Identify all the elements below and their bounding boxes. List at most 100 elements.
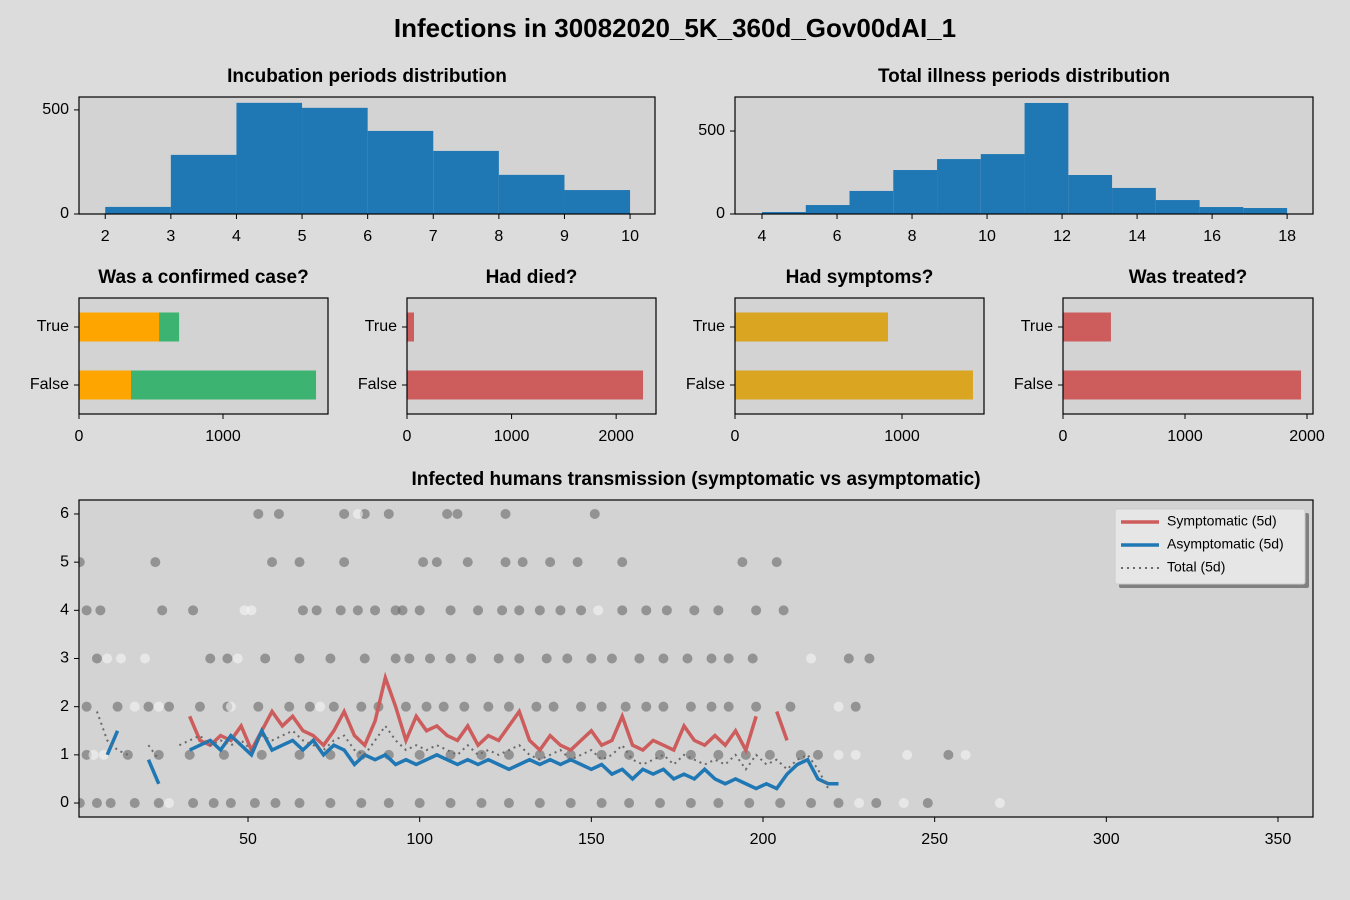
x-tick-label: 1000	[205, 428, 241, 445]
hist-bar	[1199, 207, 1244, 214]
x-tick-label: 150	[578, 831, 605, 848]
point	[562, 653, 573, 664]
point	[359, 653, 370, 664]
x-tick-label: 0	[731, 428, 740, 445]
point	[871, 798, 882, 809]
x-tick-label: 2	[101, 228, 110, 245]
point	[751, 701, 762, 712]
y-tick-label: 2	[60, 698, 69, 715]
line	[775, 710, 789, 741]
marks	[79, 312, 317, 400]
point	[517, 557, 528, 568]
x-tick-label: 6	[363, 228, 372, 245]
point	[91, 653, 102, 664]
hist-bar	[1112, 187, 1156, 214]
marks	[79, 508, 1005, 809]
point	[723, 701, 734, 712]
point	[541, 653, 552, 664]
line	[188, 671, 758, 755]
point	[706, 653, 717, 664]
point	[503, 749, 514, 760]
y-tick-label: 4	[60, 602, 69, 619]
point	[239, 605, 250, 616]
point	[143, 701, 154, 712]
point	[153, 749, 164, 760]
x-tick-label: 14	[1128, 228, 1146, 245]
marks	[105, 102, 631, 214]
x-tick-label: 2000	[1289, 428, 1325, 445]
point	[850, 701, 861, 712]
chart-title: Incubation periods distribution	[227, 66, 507, 87]
point	[414, 798, 425, 809]
point	[88, 749, 99, 760]
point	[205, 653, 216, 664]
x-tick-label: 4	[758, 228, 767, 245]
x-tick-label: 3	[166, 228, 175, 245]
point	[503, 798, 514, 809]
bar	[407, 370, 644, 400]
point	[555, 605, 566, 616]
point	[253, 701, 264, 712]
point	[548, 701, 559, 712]
y-tick-label: 6	[60, 505, 69, 522]
chart-title: Had died?	[486, 267, 578, 288]
point	[565, 749, 576, 760]
point	[359, 508, 370, 519]
point	[641, 701, 652, 712]
bar	[130, 370, 317, 400]
point	[218, 749, 229, 760]
point	[311, 605, 322, 616]
bar	[735, 370, 973, 400]
line	[178, 724, 830, 790]
point	[713, 798, 724, 809]
point	[713, 749, 724, 760]
chart-title: Total illness periods distribution	[878, 66, 1170, 87]
point	[655, 798, 666, 809]
point	[164, 798, 175, 809]
point	[400, 701, 411, 712]
point	[294, 557, 305, 568]
legend-label: Symptomatic (5d)	[1167, 513, 1277, 529]
point	[898, 798, 909, 809]
point	[576, 605, 587, 616]
point	[445, 605, 456, 616]
point	[685, 701, 696, 712]
hist-bar	[893, 170, 938, 214]
x-tick-label: 18	[1278, 228, 1296, 245]
point	[514, 605, 525, 616]
point	[778, 605, 789, 616]
bar	[79, 370, 131, 400]
bar	[1063, 370, 1302, 400]
point	[445, 798, 456, 809]
x-tick-label: 50	[239, 831, 257, 848]
point	[565, 798, 576, 809]
x-tick-label: 350	[1265, 831, 1292, 848]
legend-label: Asymptomatic (5d)	[1167, 536, 1284, 552]
point	[115, 653, 126, 664]
point	[466, 653, 477, 664]
point	[246, 605, 257, 616]
point	[994, 798, 1005, 809]
point	[634, 653, 645, 664]
point	[297, 605, 308, 616]
x-tick-label: 8	[908, 228, 917, 245]
axes-frame	[78, 96, 656, 215]
hist-bar	[980, 154, 1025, 214]
point	[122, 749, 133, 760]
point	[747, 653, 758, 664]
point	[325, 798, 336, 809]
point	[812, 749, 823, 760]
point	[843, 653, 854, 664]
point	[294, 798, 305, 809]
point	[658, 701, 669, 712]
point	[445, 653, 456, 664]
point	[129, 798, 140, 809]
y-tick-label: False	[1014, 376, 1053, 393]
point	[225, 798, 236, 809]
point	[356, 798, 367, 809]
point	[682, 653, 693, 664]
point	[617, 605, 628, 616]
point	[188, 798, 199, 809]
marks	[735, 312, 973, 400]
point	[689, 605, 700, 616]
